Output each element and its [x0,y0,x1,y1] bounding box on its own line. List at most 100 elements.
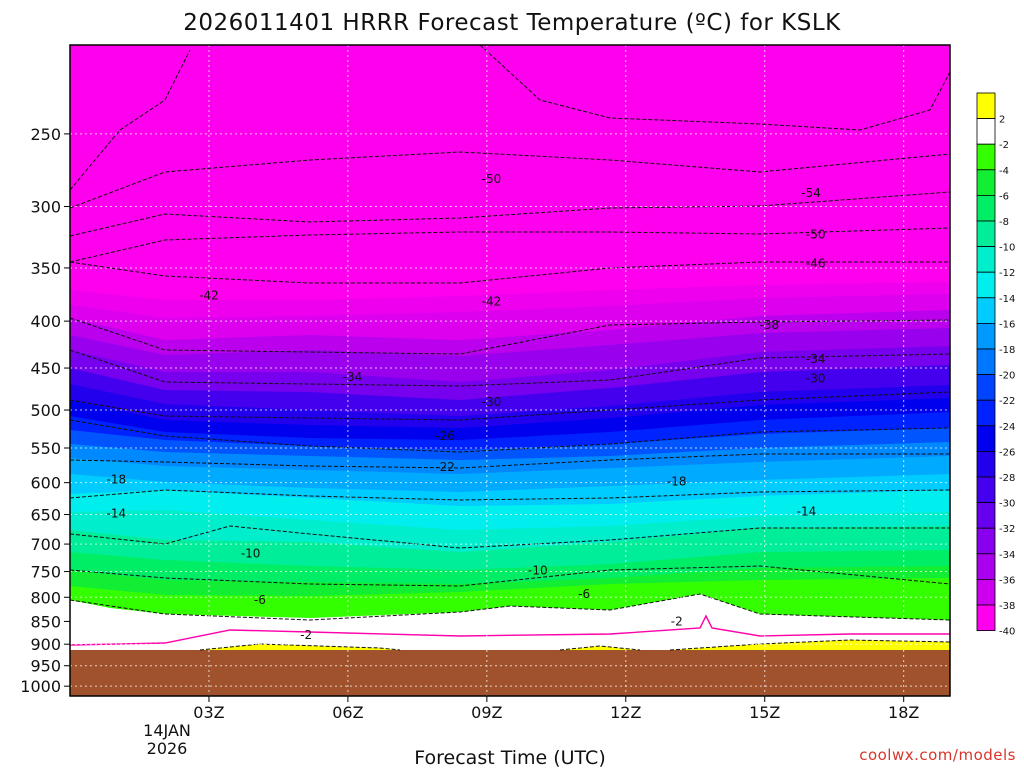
y-axis: 250 300 350 400 450 500 550 600 650 700 750 800 850 9… [20,125,70,696]
contour-label: -30 [482,395,502,409]
colorbar-label: -40 [999,627,1015,638]
chart-title: 2026011401 HRRR Forecast Temperature (ºC… [183,10,841,36]
contour-minus-18 [69,453,950,469]
colorbar: 2 -2 -4 -6 -8 -10 -12 -14 -16 -18 -20 -22 -24 -26 -28 -… [976,92,1015,638]
contour-minus-46 [69,191,951,237]
colorbar-label: -10 [999,243,1015,254]
freezing-line [69,614,950,646]
colorbar-label: -20 [999,371,1015,382]
contour-lines [69,44,951,651]
colorbar-swatch [976,527,996,555]
y-tick-label: 800 [30,588,61,607]
contour-label: -2 [300,628,312,642]
contour-label: -50 [806,228,826,242]
contour-label: -42 [199,288,219,302]
colorbar-label: -34 [999,550,1015,561]
y-tick-label: 400 [30,312,61,331]
colorbar-swatch [976,502,996,529]
contour-minus-6 [69,565,951,587]
contour-label: -10 [241,547,261,561]
grid-lines [70,45,950,696]
colorbar-label: -32 [999,524,1015,535]
colorbar-swatch [976,476,996,504]
colorbar-label: 2 [999,115,1005,126]
colorbar-label: -14 [999,294,1015,305]
contour-label: -14 [797,504,817,518]
y-tick-label: 850 [30,612,61,631]
colorbar-label: -6 [999,191,1009,202]
colorbar-swatch [976,579,996,606]
contour-minus-50 [69,151,951,209]
y-tick-label: 900 [30,635,61,654]
colorbar-label: -2 [999,140,1009,151]
contour-minus-38 [69,261,950,284]
colorbar-swatch [976,220,996,248]
colorbar-label: -24 [999,422,1015,433]
contour-minus-34 [69,317,951,355]
credit-link[interactable]: coolwx.com/models [859,746,1016,764]
x-axis-label: Forecast Time (UTC) [414,747,605,768]
x-tick-label: 03Z [193,703,224,722]
colorbar-label: -8 [999,217,1009,228]
colorbar-swatch [976,271,996,299]
x-tick-label: 18Z [888,703,919,722]
band-positive-2 [200,640,950,650]
colorbar-swatch [976,374,996,401]
colorbar-swatch [976,169,996,196]
colorbar-label: -36 [999,575,1015,586]
contour-label: -14 [107,506,127,520]
colorbar-swatch [976,143,996,171]
y-tick-label: 700 [30,535,61,554]
contour-positive-2 [199,639,951,651]
x-tick-label: 15Z [749,703,780,722]
y-tick-label: 1000 [20,677,61,696]
colorbar-swatch [976,348,996,376]
contour-minus-14 [69,489,951,501]
contour-label: -54 [801,186,821,200]
contour-label: -22 [435,460,455,474]
contour-minus-26 [69,391,951,421]
contour-minus-30 [69,349,951,387]
y-tick-label: 950 [30,657,61,676]
colorbar-swatch [976,118,996,145]
temperature-bands [70,282,950,696]
colorbar-label: -18 [999,345,1015,356]
contour-label: -10 [528,563,548,577]
colorbar-swatch [976,322,996,350]
contour-minus-54 [69,49,191,191]
y-tick-label: 550 [30,439,61,458]
contour-label: -46 [806,256,826,270]
colorbar-swatch [976,604,996,632]
x-axis: 03Z 06Z 09Z 12Z 15Z 18Z [193,696,919,722]
colorbar-label: -12 [999,268,1015,279]
date-year: 2026 [147,739,188,758]
contour-minus-54 [479,44,951,131]
colorbar-label: -16 [999,319,1015,330]
y-tick-label: 750 [30,563,61,582]
plot-area: -50 -54 -50 -46 -42 -42 -38 -34 -34 -30 -30 -26 -22 -… [69,44,951,697]
x-tick-label: 12Z [610,703,641,722]
contour-label: -30 [806,372,826,386]
date-day: 14JAN [143,721,191,740]
contour-minus-10 [69,525,950,549]
colorbar-swatch [976,194,996,222]
y-tick-label: 300 [30,198,61,217]
colorbar-label: -4 [999,166,1009,177]
contour-label: -42 [482,295,502,309]
contour-label: -34 [806,352,826,366]
colorbar-label: -22 [999,396,1015,407]
colorbar-swatch [976,92,996,120]
contour-label: -26 [435,429,455,443]
contour-label: -6 [254,593,266,607]
contour-label: -38 [760,318,780,332]
y-tick-label: 350 [30,259,61,278]
contour-label: -34 [343,370,363,384]
colorbar-swatch [976,399,996,427]
y-tick-label: 500 [30,401,61,420]
contour-label: -2 [671,614,683,628]
colorbar-label: -30 [999,499,1015,510]
x-tick-label: 06Z [332,703,363,722]
colorbar-swatch [976,246,996,273]
y-tick-label: 650 [30,506,61,525]
